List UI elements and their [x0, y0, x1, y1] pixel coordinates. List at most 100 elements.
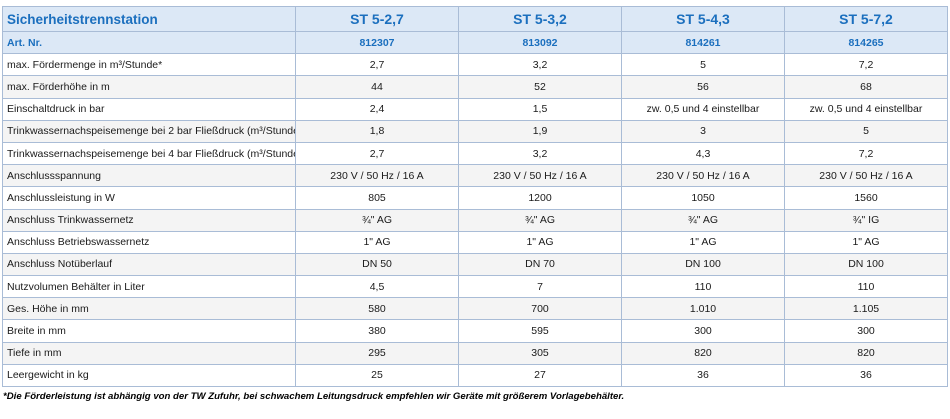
- row-label: Art. Nr.: [2, 30, 296, 55]
- cell-value: 52: [458, 75, 622, 99]
- cell-value: DN 50: [295, 252, 459, 277]
- row-label: Anschlussleistung in W: [2, 186, 296, 210]
- cell-value: 580: [295, 297, 459, 321]
- cell-value: 595: [458, 319, 622, 343]
- cell-value: 1,5: [458, 97, 622, 121]
- table-row: Trinkwassernachspeisemenge bei 4 bar Fli…: [2, 141, 948, 166]
- spec-table: Sicherheitstrennstation ST 5-2,7 ST 5-3,2 S…: [2, 6, 948, 388]
- cell-value: 110: [784, 275, 948, 299]
- cell-value: 805: [295, 186, 459, 210]
- cell-value: DN 100: [784, 252, 948, 277]
- cell-value: 813092: [458, 30, 622, 55]
- cell-value: 812307: [295, 30, 459, 55]
- table-row: Trinkwassernachspeisemenge bei 2 bar Fli…: [2, 119, 948, 143]
- cell-value: 3: [621, 119, 785, 143]
- row-label: Ges. Höhe in mm: [2, 297, 296, 321]
- cell-value: 7: [458, 275, 622, 299]
- cell-value: 1.010: [621, 297, 785, 321]
- cell-value: 700: [458, 297, 622, 321]
- cell-value: 295: [295, 341, 459, 365]
- cell-value: 3,2: [458, 53, 622, 77]
- cell-value: 300: [784, 319, 948, 343]
- footnote: *Die Förderleistung ist abhängig von der…: [3, 391, 625, 402]
- row-label: max. Fördermenge in m³/Stunde*: [2, 53, 296, 77]
- cell-value: 2,4: [295, 97, 459, 121]
- cell-value: 820: [621, 341, 785, 365]
- row-label: max. Förderhöhe in m: [2, 75, 296, 99]
- cell-value: 1" AG: [621, 230, 785, 254]
- table-row: Anschlussspannung 230 V / 50 Hz / 16 A 230…: [2, 164, 948, 188]
- cell-value: 820: [784, 341, 948, 365]
- cell-value: 36: [621, 363, 785, 388]
- cell-value: 2,7: [295, 141, 459, 166]
- cell-value: ST 5-3,2: [458, 6, 622, 32]
- cell-value: 7,2: [784, 53, 948, 77]
- table-row: Ges. Höhe in mm 580 700 1.010 1.105: [2, 297, 948, 321]
- cell-value: ¾" IG: [784, 208, 948, 232]
- cell-value: zw. 0,5 und 4 einstellbar: [784, 97, 948, 121]
- row-label: Anschluss Notüberlauf: [2, 252, 296, 277]
- row-label: Trinkwassernachspeisemenge bei 2 bar Fli…: [2, 119, 296, 143]
- cell-value: 68: [784, 75, 948, 99]
- cell-value: ¾" AG: [295, 208, 459, 232]
- table-row: Anschlussleistung in W 805 1200 1050 1560: [2, 186, 948, 210]
- cell-value: 230 V / 50 Hz / 16 A: [784, 164, 948, 188]
- table-row: max. Fördermenge in m³/Stunde* 2,7 3,2 5 7,2: [2, 53, 948, 77]
- cell-value: 44: [295, 75, 459, 99]
- cell-value: 1.105: [784, 297, 948, 321]
- row-label: Tiefe in mm: [2, 341, 296, 365]
- cell-value: 3,2: [458, 141, 622, 166]
- row-label: Nutzvolumen Behälter in Liter: [2, 275, 296, 299]
- cell-value: 814261: [621, 30, 785, 55]
- cell-value: 1200: [458, 186, 622, 210]
- cell-value: 2,7: [295, 53, 459, 77]
- table-row: Leergewicht in kg 25 27 36 36: [2, 363, 948, 388]
- table-row: Breite in mm 380 595 300 300: [2, 319, 948, 343]
- row-label: Anschluss Trinkwassernetz: [2, 208, 296, 232]
- cell-value: ¾" AG: [458, 208, 622, 232]
- cell-value: ST 5-2,7: [295, 6, 459, 32]
- cell-value: 380: [295, 319, 459, 343]
- table-row: max. Förderhöhe in m 44 52 56 68: [2, 75, 948, 99]
- cell-value: DN 70: [458, 252, 622, 277]
- cell-value: 305: [458, 341, 622, 365]
- cell-value: 7,2: [784, 141, 948, 166]
- table-row: Einschaltdruck in bar 2,4 1,5 zw. 0,5 und 4…: [2, 97, 948, 121]
- cell-value: 56: [621, 75, 785, 99]
- table-row: Nutzvolumen Behälter in Liter 4,5 7 110 110: [2, 275, 948, 299]
- row-label: Einschaltdruck in bar: [2, 97, 296, 121]
- table-row: Anschluss Betriebswassernetz 1" AG 1" AG 1"…: [2, 230, 948, 254]
- row-label: Anschlussspannung: [2, 164, 296, 188]
- cell-value: DN 100: [621, 252, 785, 277]
- cell-value: 5: [621, 53, 785, 77]
- row-label: Leergewicht in kg: [2, 363, 296, 388]
- row-label: Trinkwassernachspeisemenge bei 4 bar Fli…: [2, 141, 296, 166]
- cell-value: 1" AG: [295, 230, 459, 254]
- cell-value: 1560: [784, 186, 948, 210]
- cell-value: 1" AG: [784, 230, 948, 254]
- cell-value: 1,9: [458, 119, 622, 143]
- table-row: Anschluss Notüberlauf DN 50 DN 70 DN 100 DN …: [2, 252, 948, 277]
- cell-value: 36: [784, 363, 948, 388]
- cell-value: 230 V / 50 Hz / 16 A: [621, 164, 785, 188]
- cell-value: 4,3: [621, 141, 785, 166]
- cell-value: 230 V / 50 Hz / 16 A: [295, 164, 459, 188]
- cell-value: 110: [621, 275, 785, 299]
- cell-value: 5: [784, 119, 948, 143]
- cell-value: 27: [458, 363, 622, 388]
- cell-value: ST 5-4,3: [621, 6, 785, 32]
- cell-value: 25: [295, 363, 459, 388]
- row-label: Anschluss Betriebswassernetz: [2, 230, 296, 254]
- table-row: Anschluss Trinkwassernetz ¾" AG ¾" AG ¾" AG…: [2, 208, 948, 232]
- spec-table-body: Sicherheitstrennstation ST 5-2,7 ST 5-3,2 S…: [2, 6, 948, 388]
- table-row: Tiefe in mm 295 305 820 820: [2, 341, 948, 365]
- cell-value: 1050: [621, 186, 785, 210]
- row-label: Breite in mm: [2, 319, 296, 343]
- cell-value: zw. 0,5 und 4 einstellbar: [621, 97, 785, 121]
- cell-value: 814265: [784, 30, 948, 55]
- cell-value: 230 V / 50 Hz / 16 A: [458, 164, 622, 188]
- article-number-row: Art. Nr. 812307 813092 814261 814265: [2, 30, 948, 55]
- table-header-row: Sicherheitstrennstation ST 5-2,7 ST 5-3,2 S…: [2, 6, 948, 32]
- cell-value: ¾" AG: [621, 208, 785, 232]
- cell-value: ST 5-7,2: [784, 6, 948, 32]
